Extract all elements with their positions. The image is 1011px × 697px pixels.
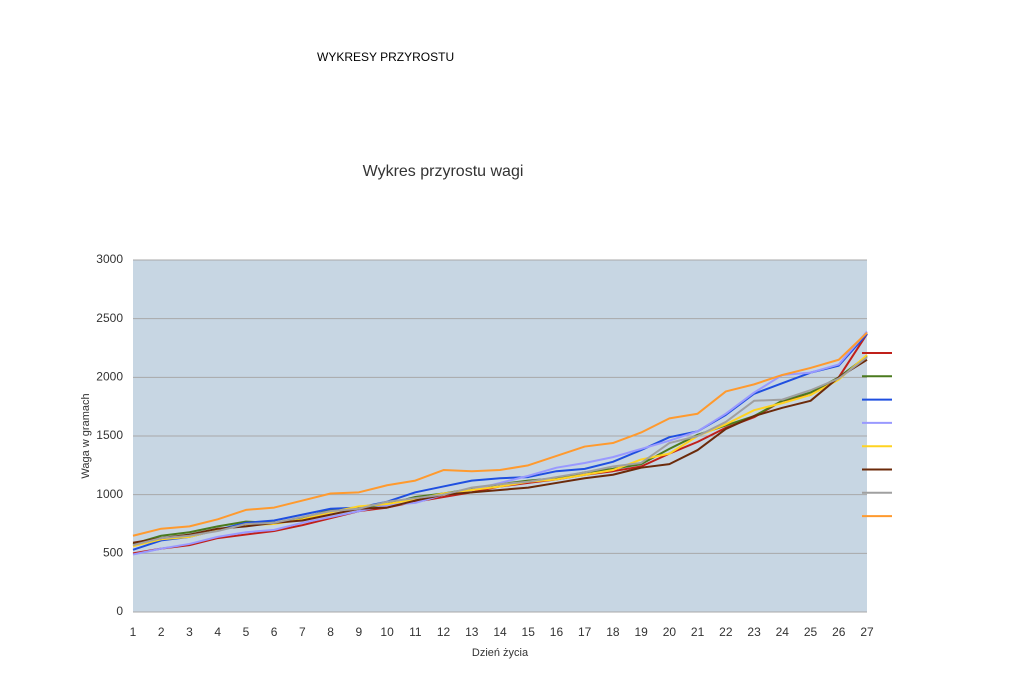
x-tick-label: 6: [271, 625, 278, 639]
series-line: [132, 358, 868, 544]
x-tick-label: 15: [522, 625, 536, 639]
series-line: [132, 330, 868, 556]
x-tick-label: 9: [356, 625, 363, 639]
x-tick-label: 24: [776, 625, 790, 639]
x-tick-label: 2: [158, 625, 165, 639]
y-tick-label: 1000: [96, 487, 123, 501]
x-tick-label: 27: [860, 625, 874, 639]
y-tick-label: 3000: [96, 252, 123, 266]
series-line: [132, 332, 868, 537]
x-tick-label: 22: [719, 625, 733, 639]
chart-title: Wykres przyrostu wagi: [363, 163, 524, 180]
x-tick-label: 1: [130, 625, 137, 639]
x-tick-label: 12: [437, 625, 451, 639]
x-tick-label: 26: [832, 625, 846, 639]
x-tick-label: 3: [186, 625, 193, 639]
x-tick-label: 19: [634, 625, 648, 639]
x-axis-label: Dzień życia: [472, 647, 529, 659]
x-tick-label: 18: [606, 625, 620, 639]
x-tick-label: 4: [214, 625, 221, 639]
y-tick-label: 0: [116, 604, 123, 618]
y-tick-label: 2000: [96, 370, 123, 384]
x-tick-label: 7: [299, 625, 306, 639]
y-tick-label: 500: [103, 546, 123, 560]
page-title: WYKRESY PRZYROSTU: [317, 50, 454, 64]
y-tick-label: 2500: [96, 311, 123, 325]
x-tick-label: 5: [243, 625, 250, 639]
series-line: [132, 356, 868, 547]
x-tick-label: 13: [465, 625, 479, 639]
x-tick-label: 16: [550, 625, 564, 639]
x-tick-label: 23: [747, 625, 761, 639]
x-tick-label: 17: [578, 625, 592, 639]
x-tick-label: 21: [691, 625, 705, 639]
x-tick-label: 20: [663, 625, 677, 639]
x-tick-label: 14: [493, 625, 507, 639]
x-tick-label: 11: [409, 625, 422, 639]
y-tick-label: 1500: [96, 428, 123, 442]
y-axis-label: Waga w gramach: [80, 393, 92, 478]
x-tick-label: 10: [380, 625, 394, 639]
x-tick-label: 8: [327, 625, 334, 639]
x-tick-label: 25: [804, 625, 818, 639]
